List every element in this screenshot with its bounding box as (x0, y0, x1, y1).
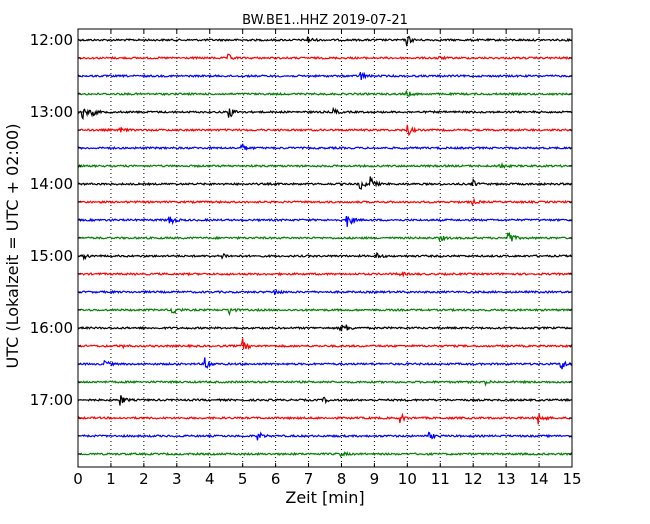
y-tick-label-3: 15:00 (30, 247, 73, 265)
x-axis-label: Zeit [min] (285, 488, 364, 507)
trace-15-45 (77, 307, 573, 317)
x-tick-label-3: 3 (172, 470, 182, 488)
x-tick-label-12: 12 (464, 470, 483, 488)
trace-15-15 (77, 271, 573, 278)
trace-13-00 (77, 106, 573, 121)
x-tick-label-11: 11 (431, 470, 450, 488)
trace-16-00 (77, 324, 573, 332)
trace-14-30 (77, 215, 573, 227)
trace-14-45 (77, 231, 573, 243)
trace-15-00 (77, 251, 573, 261)
x-tick-label-8: 8 (337, 470, 347, 488)
trace-12-45 (77, 90, 573, 98)
chart-title: BW.BE1..HHZ 2019-07-21 (242, 13, 408, 28)
trace-17-00 (77, 395, 573, 406)
x-tick-label-1: 1 (106, 470, 116, 488)
trace-16-15 (77, 338, 573, 351)
x-tick-label-9: 9 (370, 470, 380, 488)
y-tick-label-4: 16:00 (30, 319, 73, 337)
x-tick-label-15: 15 (562, 470, 581, 488)
trace-17-15 (77, 412, 573, 425)
y-tick-label-0: 12:00 (30, 31, 73, 49)
trace-16-30 (77, 357, 573, 370)
trace-14-00 (77, 176, 573, 190)
axis-ticks: 0 1 2 3 4 5 6 7 8 9 10 11 12 13 14 1512:0013:0014:0015:… (30, 29, 582, 488)
trace-14-15 (77, 197, 573, 207)
plot-border (77, 28, 573, 468)
trace-15-30 (77, 289, 573, 296)
x-tick-label-7: 7 (304, 470, 314, 488)
trace-13-45 (77, 161, 573, 169)
trace-lines (77, 35, 573, 458)
x-tick-label-13: 13 (497, 470, 516, 488)
y-tick-label-1: 13:00 (30, 103, 73, 121)
x-tick-label-14: 14 (530, 470, 549, 488)
trace-17-30 (77, 431, 573, 441)
trace-12-00 (77, 35, 573, 47)
trace-12-30 (77, 71, 573, 81)
y-tick-label-5: 17:00 (30, 391, 73, 409)
trace-13-15 (77, 124, 573, 137)
y-axis-label: UTC (Lokalzeit = UTC + 02:00) (3, 124, 22, 369)
x-tick-label-6: 6 (271, 470, 281, 488)
x-tick-label-0: 0 (73, 470, 83, 488)
x-tick-label-4: 4 (205, 470, 215, 488)
x-tick-label-10: 10 (398, 470, 417, 488)
y-tick-label-2: 14:00 (30, 175, 73, 193)
trace-12-15 (77, 53, 573, 61)
x-tick-label-5: 5 (238, 470, 248, 488)
plot-frame (77, 28, 573, 468)
trace-17-45 (77, 451, 573, 458)
x-tick-label-2: 2 (139, 470, 149, 488)
trace-13-30 (77, 143, 573, 152)
trace-16-45 (77, 379, 573, 387)
